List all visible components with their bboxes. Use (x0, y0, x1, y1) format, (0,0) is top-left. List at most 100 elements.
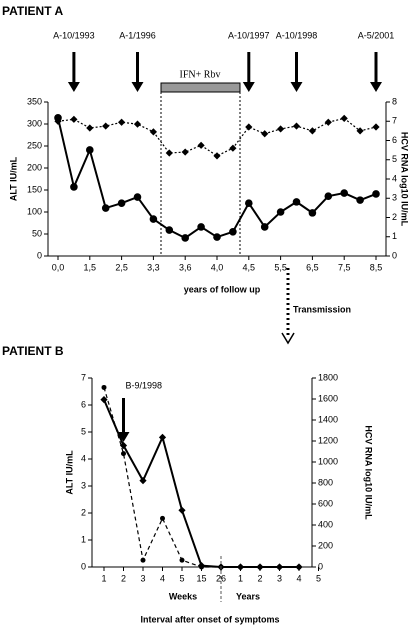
point (261, 130, 269, 138)
y2-axis-title: HCV RNA log10 IU/mL (364, 425, 374, 520)
x-tick-label: 3,3 (147, 262, 160, 272)
point (117, 199, 126, 207)
chart-title: PATIENT A (2, 4, 63, 18)
point (245, 123, 253, 131)
treatment-label: IFN+ Rbv (180, 69, 221, 80)
point (260, 223, 269, 231)
y2-axis-title: HCV RNA log10 IU/mL (400, 132, 410, 227)
point (179, 557, 185, 563)
x-tick-label: 4 (160, 573, 165, 583)
point (296, 564, 302, 570)
y-tick-label: 300 (27, 118, 42, 128)
y-axis-title: ALT IU/mL (64, 450, 74, 495)
y-tick-label: 250 (27, 140, 42, 150)
x-tick-label: 4 (296, 573, 301, 583)
y2-tick-label: 1400 (318, 414, 338, 424)
arrow-head (290, 82, 303, 92)
point (181, 234, 189, 242)
y-tick-label: 200 (27, 162, 42, 172)
x-group-label: Weeks (169, 591, 197, 601)
annotation: A-10/1993 (53, 30, 95, 40)
transmission-head (281, 332, 295, 345)
point (54, 117, 62, 125)
point (292, 198, 301, 206)
x-axis-title: years of follow up (184, 284, 261, 294)
point (229, 228, 237, 236)
point (70, 183, 78, 191)
y-tick-label: 150 (27, 184, 42, 194)
y2-tick-label: 0 (318, 561, 323, 571)
chart-title: PATIENT B (2, 344, 64, 358)
point (149, 128, 157, 136)
x-tick-label: 1 (101, 573, 106, 583)
series-line (103, 387, 299, 568)
y-tick-label: 1 (81, 534, 86, 544)
series-line (57, 117, 377, 240)
point (356, 127, 364, 135)
x-tick-label: 5,5 (274, 262, 287, 272)
y2-tick-label: 1 (392, 231, 397, 241)
x-tick-label: 2,5 (115, 262, 128, 272)
point (340, 114, 348, 122)
y-tick-label: 350 (27, 96, 42, 106)
point (101, 384, 107, 390)
y-tick-label: 7 (81, 372, 86, 382)
x-tick-label: 2 (257, 573, 262, 583)
y2-tick-label: 3 (392, 193, 397, 203)
point (276, 208, 285, 216)
y2-tick-label: 1000 (318, 456, 338, 466)
y2-tick-label: 5 (392, 154, 397, 164)
annotation: B-9/1998 (126, 380, 163, 390)
point (139, 477, 147, 485)
point (121, 451, 126, 457)
point (257, 564, 263, 570)
point (140, 557, 146, 563)
y2-tick-label: 7 (392, 116, 397, 126)
series-line (103, 399, 299, 568)
point (86, 146, 94, 154)
x-tick-label: 3 (140, 573, 145, 583)
point (372, 123, 380, 131)
y2-tick-label: 200 (318, 540, 333, 550)
point (133, 120, 142, 128)
treatment-box (160, 82, 241, 93)
point (213, 233, 221, 241)
point (165, 226, 174, 234)
series-line (57, 117, 377, 157)
y2-tick-label: 8 (392, 96, 397, 106)
y-tick-label: 5 (81, 426, 86, 436)
point (86, 124, 94, 132)
x-tick-label: 3,6 (179, 262, 192, 272)
point (229, 144, 237, 152)
x-tick-label: 4,5 (243, 262, 256, 272)
point (324, 118, 332, 126)
x-tick-label: 5 (316, 573, 321, 583)
point (181, 148, 189, 156)
y2-tick-label: 0 (392, 250, 397, 260)
y-tick-label: 50 (32, 228, 42, 238)
point (165, 149, 173, 157)
y2-tick-label: 4 (392, 173, 397, 183)
point (197, 141, 205, 149)
point (324, 192, 333, 200)
x-tick-label: 1 (238, 573, 243, 583)
point (178, 506, 186, 514)
y-tick-label: 0 (37, 250, 42, 260)
y2-tick-label: 1200 (318, 435, 338, 445)
y2-tick-label: 1800 (318, 372, 338, 382)
point (70, 115, 78, 123)
x-tick-label: 6,5 (306, 262, 319, 272)
point (340, 189, 349, 197)
point (158, 433, 167, 441)
annotation: A-10/1997 (228, 30, 270, 40)
point (199, 564, 204, 570)
x-tick-label: 15 (196, 573, 206, 583)
point (101, 204, 110, 212)
x-tick-label: 7,5 (338, 262, 351, 272)
point (100, 396, 108, 404)
y-tick-label: 100 (27, 206, 42, 216)
y-tick-label: 4 (81, 453, 86, 463)
point (277, 125, 285, 133)
x-group-label: Years (236, 591, 260, 601)
